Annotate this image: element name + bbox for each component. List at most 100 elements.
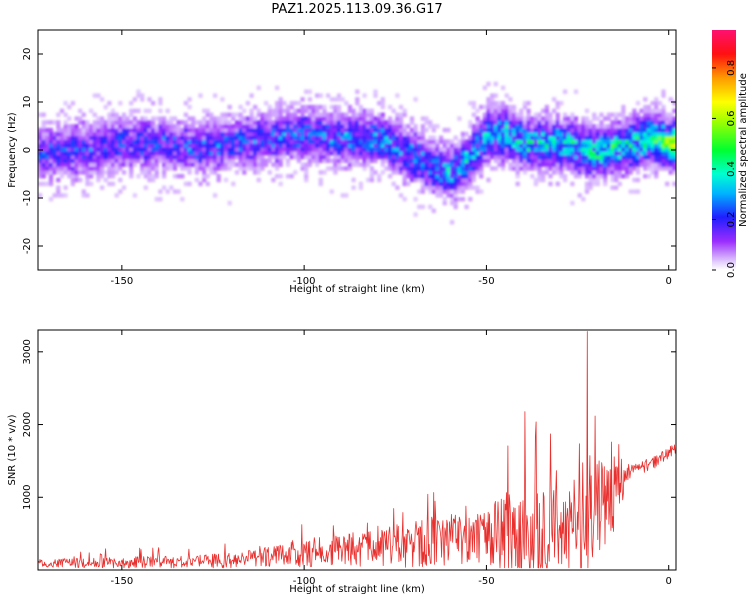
heatmap-cell xyxy=(625,151,630,156)
heatmap-cell xyxy=(162,166,167,171)
heatmap-cell xyxy=(245,139,250,144)
heatmap-cell xyxy=(537,154,542,160)
heatmap-cell xyxy=(533,151,538,156)
heatmap-cell xyxy=(621,147,626,152)
heatmap-cell xyxy=(275,135,280,140)
heatmap-cell xyxy=(59,147,65,152)
heatmap-cell xyxy=(672,181,676,187)
heatmap-cell xyxy=(486,108,491,114)
heatmap-cell xyxy=(486,147,491,152)
heatmap-cell xyxy=(110,131,116,137)
heatmap-cell xyxy=(402,108,407,114)
heatmap-cell xyxy=(336,131,342,137)
heatmap-cell xyxy=(322,170,327,175)
heatmap-cell xyxy=(471,151,476,156)
y-tick-label: -20 xyxy=(22,238,33,254)
heatmap-cell xyxy=(497,112,502,117)
x-tick-label: 0 xyxy=(666,576,672,587)
heatmap-cell xyxy=(318,120,323,125)
heatmap-cell xyxy=(169,166,174,171)
heatmap-cell xyxy=(147,170,152,175)
heatmap-cell xyxy=(103,158,108,163)
heatmap-cell xyxy=(267,154,272,160)
heatmap-cell xyxy=(140,116,145,121)
heatmap-cell xyxy=(544,147,549,152)
heatmap-cell xyxy=(541,139,546,144)
heatmap-cell xyxy=(446,166,451,171)
heatmap-cell xyxy=(183,158,188,163)
heatmap-cell xyxy=(282,151,287,156)
heatmap-cell xyxy=(118,116,123,121)
heatmap-cell xyxy=(395,116,400,121)
heatmap-cell xyxy=(402,158,407,163)
heatmap-cell xyxy=(541,120,546,125)
heatmap-cell xyxy=(278,97,283,102)
heatmap-cell xyxy=(654,108,659,114)
heatmap-cell xyxy=(256,131,261,137)
heatmap-cell xyxy=(100,162,105,167)
heatmap-cell xyxy=(238,104,243,110)
heatmap-cell xyxy=(373,154,378,160)
heatmap-cell xyxy=(380,151,385,156)
heatmap-cell xyxy=(442,174,447,179)
heatmap-cell xyxy=(264,158,269,163)
heatmap-cell xyxy=(450,151,455,156)
heatmap-cell xyxy=(326,135,331,140)
heatmap-cell xyxy=(89,162,94,167)
heatmap-cell xyxy=(431,185,436,190)
heatmap-cell xyxy=(70,139,75,144)
heatmap-cell xyxy=(508,143,513,148)
heatmap-cell xyxy=(388,143,393,148)
heatmap-cell xyxy=(672,108,676,114)
heatmap-cell xyxy=(526,108,531,114)
heatmap-cell xyxy=(468,120,473,125)
heatmap-cell xyxy=(223,112,229,117)
heatmap-cell xyxy=(479,143,484,148)
heatmap-cell xyxy=(140,147,145,152)
heatmap-cell xyxy=(223,151,229,156)
heatmap-cell xyxy=(515,151,520,156)
heatmap-cell xyxy=(300,154,305,160)
heatmap-cell xyxy=(621,135,626,140)
heatmap-cell xyxy=(584,166,590,171)
heatmap-cell xyxy=(96,124,101,129)
heatmap-cell xyxy=(431,189,436,194)
heatmap-cell xyxy=(573,166,579,171)
heatmap-cell xyxy=(213,120,218,125)
heatmap-cell xyxy=(271,112,276,117)
heatmap-cell xyxy=(151,131,156,137)
heatmap-cell xyxy=(468,197,473,202)
heatmap-cell xyxy=(172,116,178,121)
heatmap-cell xyxy=(355,158,360,163)
heatmap-cell xyxy=(577,143,582,148)
heatmap-cell xyxy=(100,158,105,163)
heatmap-cell xyxy=(78,127,83,133)
heatmap-cell xyxy=(307,151,312,156)
heatmap-cell xyxy=(544,127,549,133)
heatmap-cell xyxy=(216,166,221,171)
heatmap-cell xyxy=(398,116,404,121)
heatmap-cell xyxy=(384,143,389,148)
heatmap-cell xyxy=(413,131,418,137)
heatmap-cell xyxy=(165,154,170,160)
heatmap-cell xyxy=(570,139,575,144)
heatmap-cell xyxy=(621,162,626,167)
heatmap-cell xyxy=(74,124,79,129)
heatmap-cell xyxy=(632,124,637,129)
heatmap-cell xyxy=(413,139,418,144)
heatmap-cell xyxy=(577,139,582,144)
heatmap-cell xyxy=(650,139,655,144)
heatmap-cell xyxy=(275,166,280,171)
heatmap-cell xyxy=(552,166,557,171)
heatmap-cell xyxy=(151,127,156,133)
heatmap-cell xyxy=(537,143,542,148)
heatmap-cell xyxy=(639,147,644,152)
heatmap-cell xyxy=(282,127,287,133)
heatmap-cell xyxy=(154,154,159,160)
heatmap-cell xyxy=(307,147,312,152)
heatmap-cell xyxy=(603,162,608,167)
heatmap-cell xyxy=(38,162,43,167)
heatmap-cell xyxy=(256,158,261,163)
heatmap-cell xyxy=(143,162,148,167)
